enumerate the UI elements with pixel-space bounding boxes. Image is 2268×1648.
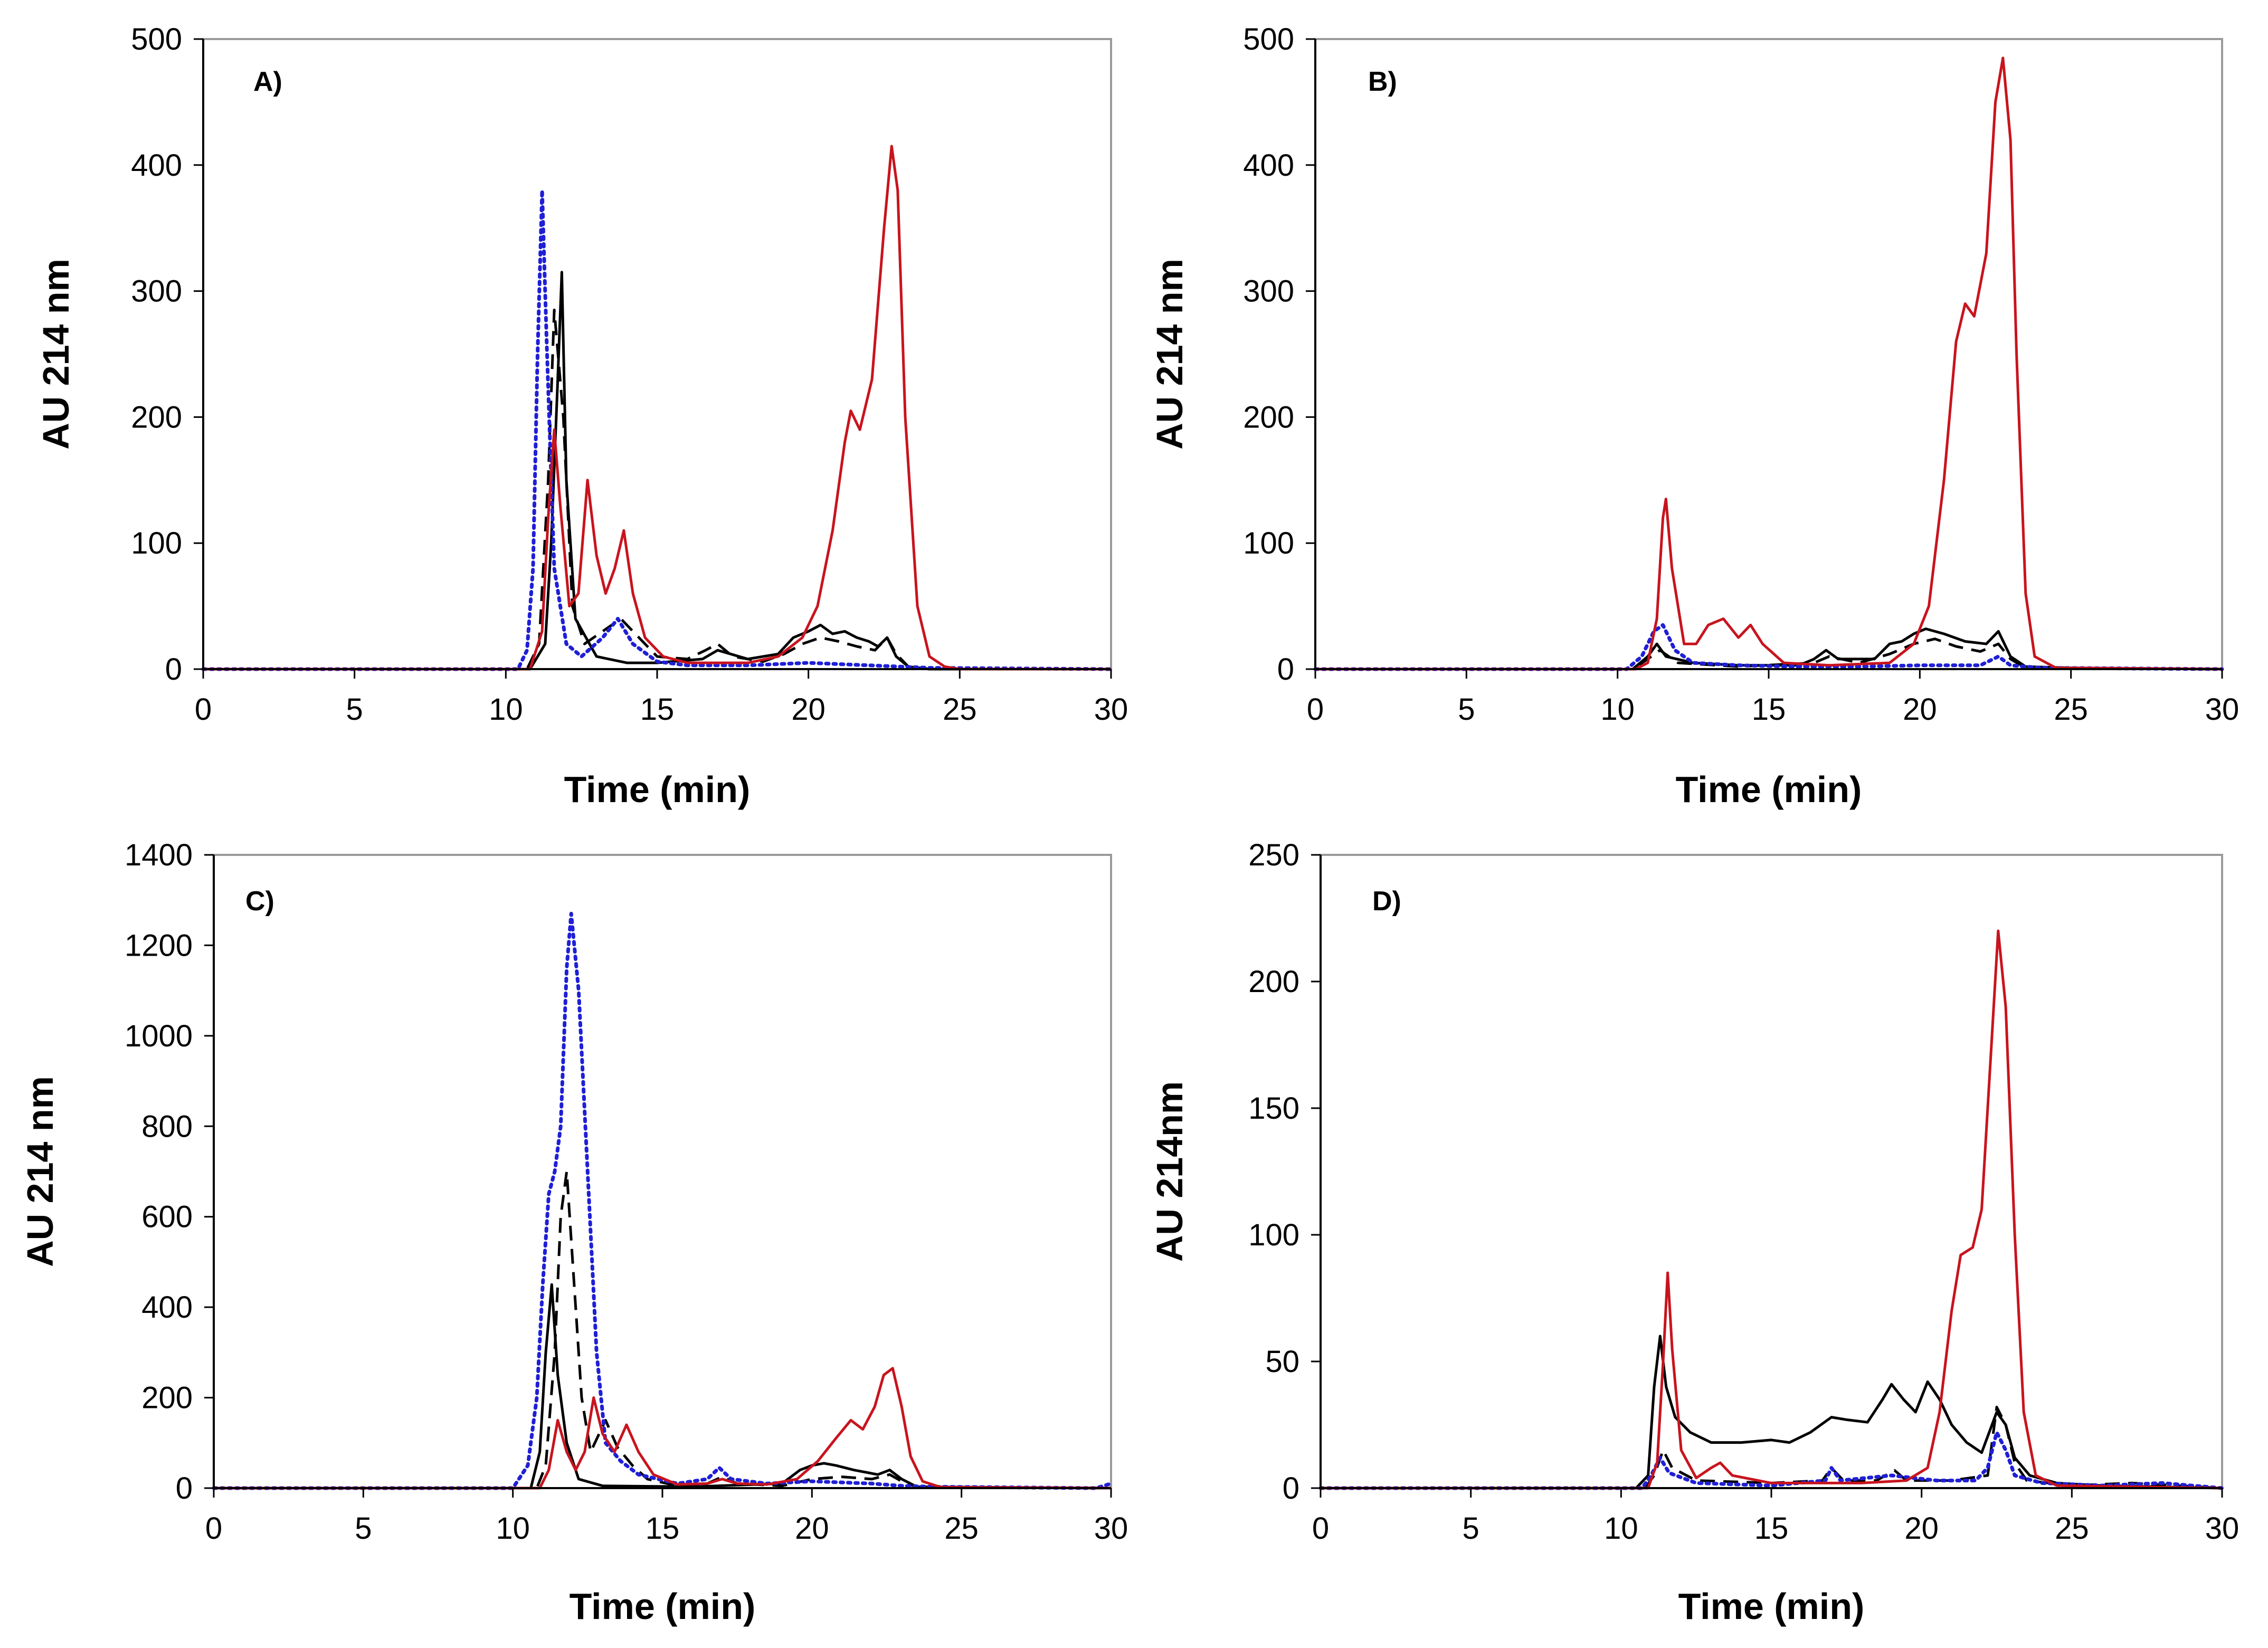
panel-c-y-tick-label: 400 — [141, 1290, 193, 1325]
panel-d-series-dotted-blue — [1318, 1430, 2224, 1490]
panel-d-y-tick-label: 50 — [1265, 1345, 1299, 1379]
panel-d-x-tick-label: 30 — [2205, 1511, 2239, 1546]
panel-d-y-tick-label: 200 — [1248, 965, 1299, 999]
panel-a-y-tick-label: 200 — [131, 400, 182, 434]
panel-a-x-tick-label: 0 — [195, 692, 212, 727]
panel-d-series-solid-red — [1321, 929, 2223, 1490]
panel-a-y-tick-label: 400 — [131, 148, 182, 183]
panel-c-x-tick-label: 0 — [205, 1511, 222, 1546]
panel-b-y-tick-label: 500 — [1243, 22, 1294, 56]
panel-b-y-tick-label: 300 — [1243, 274, 1294, 309]
panel-a-series-solid-black — [203, 271, 1111, 671]
panel-a-x-tick-label: 25 — [943, 692, 977, 727]
panel-b-x-tick-label: 30 — [2205, 692, 2239, 727]
panel-c-x-tick-label: 30 — [1094, 1511, 1128, 1546]
panel-c-x-tick-label: 5 — [355, 1511, 372, 1546]
panel-c-x-tick-label: 15 — [646, 1511, 680, 1546]
panel-c-y-tick-label: 1200 — [125, 928, 193, 963]
panel-b-y-tick-label: 100 — [1243, 526, 1294, 560]
panel-c-series-solid-red — [214, 1367, 1112, 1490]
panel-c-y-tick-label: 800 — [141, 1109, 193, 1144]
panel-d-y-axis-title: AU 214nm — [1149, 1081, 1190, 1262]
panel-c-x-tick-label: 10 — [496, 1511, 530, 1546]
panel-d-series-layer — [1318, 929, 2224, 1490]
panel-c-series-layer — [212, 911, 1113, 1490]
panel-c-x-tick-label: 25 — [944, 1511, 979, 1546]
panel-b-x-tick-label: 25 — [2054, 692, 2088, 727]
panel-a-x-tick-label: 20 — [791, 692, 825, 727]
panel-a-x-tick-label: 10 — [489, 692, 523, 727]
panel-b-series-layer — [1313, 56, 2224, 671]
panel-b-label: B) — [1368, 66, 1397, 97]
panel-c-series-dashed-black — [214, 1170, 1112, 1490]
panel-b-y-tick-label: 200 — [1243, 400, 1294, 434]
panel-b-series-dotted-blue — [1313, 623, 2224, 671]
panel-c-y-tick-label: 600 — [141, 1200, 193, 1234]
panel-d-x-tick-label: 0 — [1312, 1511, 1329, 1546]
panel-b-x-tick-label: 0 — [1307, 692, 1324, 727]
panel-c: 0 5 10 15 20 25 30 0 200 400 600 800 1000 1200 1400 C)… — [20, 838, 1128, 1627]
panel-a-series-dotted-blue — [201, 188, 1113, 671]
panel-a-series-solid-red — [203, 145, 1111, 671]
panel-d-y-tick-label: 0 — [1283, 1471, 1299, 1506]
panel-d-x-tick-label: 10 — [1604, 1511, 1638, 1546]
panel-d-y-tick-label: 150 — [1248, 1091, 1299, 1126]
panel-c-x-tick-label: 20 — [795, 1511, 829, 1546]
panel-b-y-tick-label: 0 — [1277, 652, 1294, 687]
panel-b-x-tick-label: 5 — [1458, 692, 1475, 727]
panel-b-y-axis-title: AU 214 nm — [1149, 259, 1190, 450]
panel-d-label: D) — [1372, 886, 1401, 917]
panel-b-y-tick-label: 400 — [1243, 148, 1294, 183]
panel-c-y-axis-title: AU 214 nm — [20, 1076, 61, 1267]
panel-b-x-tick-label: 15 — [1752, 692, 1786, 727]
panel-c-tick-layer: 0 5 10 15 20 25 30 0 200 400 600 800 1000 1200 1400 — [125, 838, 1128, 1546]
panel-d-x-tick-label: 25 — [2055, 1511, 2089, 1546]
panel-a-label: A) — [253, 66, 282, 97]
panel-a-x-tick-label: 5 — [346, 692, 363, 727]
panel-c-y-tick-label: 0 — [176, 1471, 193, 1506]
panel-a-y-tick-label: 500 — [131, 22, 182, 56]
panel-b-series-solid-red — [1315, 56, 2223, 671]
panel-b-series-dashed-black — [1315, 637, 2223, 671]
panel-a-x-axis-title: Time (min) — [564, 769, 751, 810]
panel-d-tick-layer: 0 5 10 15 20 25 30 0 50 100 150 200 250 — [1248, 838, 2239, 1546]
panel-a-series-dashed-black — [203, 308, 1111, 671]
panel-d-x-tick-label: 5 — [1463, 1511, 1479, 1546]
panel-a-y-tick-label: 100 — [131, 526, 182, 560]
panel-d-y-tick-label: 250 — [1248, 838, 1299, 872]
panel-c-y-tick-label: 1400 — [125, 838, 193, 872]
panel-c-y-tick-label: 200 — [141, 1381, 193, 1415]
panel-d-x-axis-title: Time (min) — [1678, 1586, 1865, 1627]
panel-a-x-tick-label: 15 — [640, 692, 675, 727]
panel-d-series-solid-black — [1321, 1335, 2223, 1490]
panel-b-x-tick-label: 20 — [1903, 692, 1937, 727]
panel-a-series-layer — [201, 145, 1113, 671]
panel-d-x-tick-label: 15 — [1754, 1511, 1789, 1546]
panel-d-x-tick-label: 20 — [1904, 1511, 1939, 1546]
panel-c-x-axis-title: Time (min) — [570, 1586, 756, 1627]
panel-d: 0 5 10 15 20 25 30 0 50 100 150 200 250 D) Time (min… — [1149, 838, 2239, 1627]
panel-b-x-axis-title: Time (min) — [1676, 769, 1862, 810]
panel-c-series-dotted-blue — [212, 911, 1113, 1490]
panel-a-x-tick-label: 30 — [1094, 692, 1128, 727]
panel-a-y-tick-label: 0 — [165, 652, 182, 687]
panel-c-y-tick-label: 1000 — [125, 1019, 193, 1053]
panel-a-y-axis-title: AU 214 nm — [35, 259, 77, 450]
panel-b-x-tick-label: 10 — [1600, 692, 1635, 727]
panel-a-y-tick-label: 300 — [131, 274, 182, 309]
panel-d-y-tick-label: 100 — [1248, 1218, 1299, 1252]
panel-c-label: C) — [245, 886, 274, 917]
